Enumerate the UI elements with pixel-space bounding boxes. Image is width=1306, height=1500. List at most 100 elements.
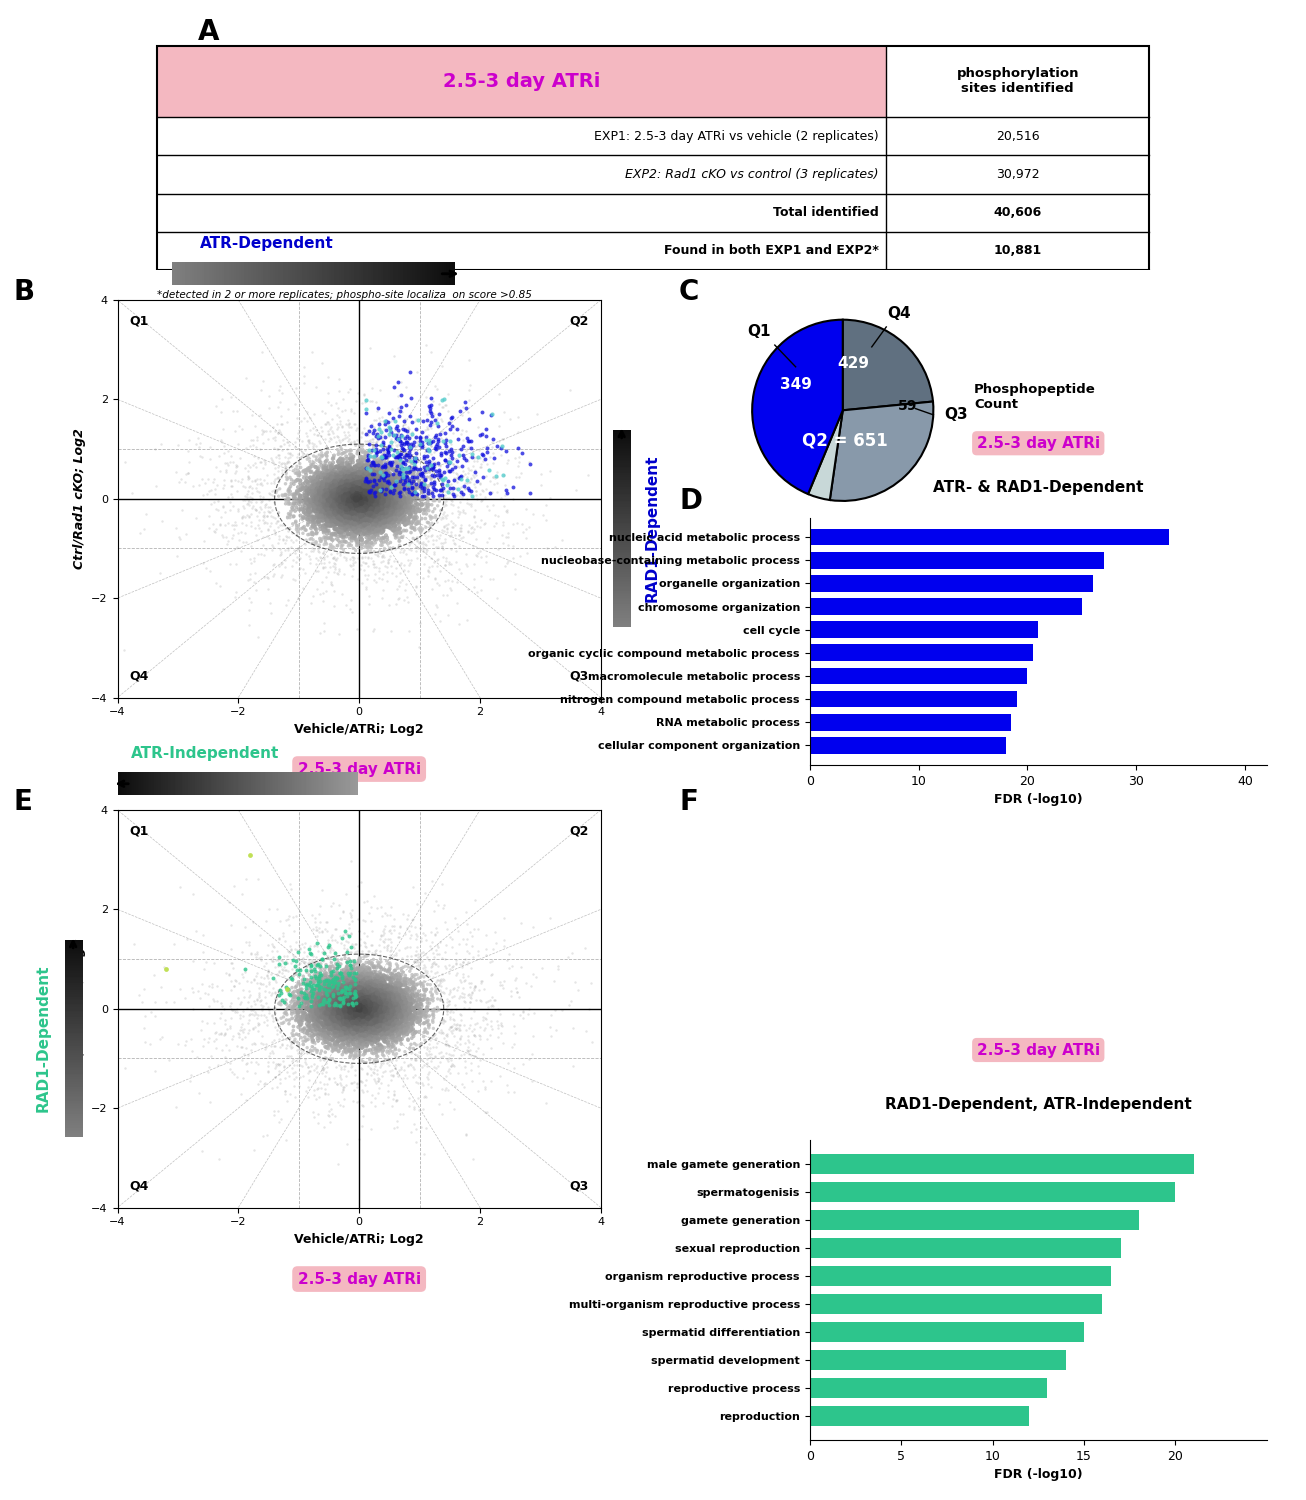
Point xyxy=(376,472,397,496)
Point xyxy=(294,500,315,523)
Point xyxy=(363,492,384,516)
Point xyxy=(346,507,367,531)
Point xyxy=(370,378,390,402)
Point xyxy=(333,490,354,514)
Point xyxy=(390,1020,411,1044)
Point xyxy=(379,1017,400,1041)
Point xyxy=(340,963,360,987)
Point xyxy=(404,998,424,1022)
Point xyxy=(341,904,362,928)
Point xyxy=(380,987,401,1011)
Point xyxy=(345,538,366,562)
Point xyxy=(387,956,407,980)
Point xyxy=(332,448,353,472)
Point xyxy=(324,998,345,1022)
Point xyxy=(390,476,411,500)
Point xyxy=(340,986,360,1010)
Point xyxy=(445,940,466,964)
Point xyxy=(223,518,244,542)
Point xyxy=(379,456,400,480)
Point xyxy=(325,454,346,478)
Point xyxy=(345,478,366,502)
Point xyxy=(431,410,452,434)
Point xyxy=(310,1017,330,1041)
Point xyxy=(381,1007,402,1031)
Point xyxy=(266,466,287,490)
Point xyxy=(474,1077,495,1101)
Point xyxy=(326,424,347,448)
Point xyxy=(360,486,381,510)
Point xyxy=(342,1005,363,1029)
Point xyxy=(396,990,417,1014)
Point xyxy=(253,954,274,978)
Point xyxy=(366,478,387,502)
Point xyxy=(321,1004,342,1028)
Point xyxy=(330,494,351,517)
Point xyxy=(332,994,353,1018)
Point xyxy=(503,546,524,570)
Point xyxy=(320,494,341,517)
Point xyxy=(375,495,396,519)
Point xyxy=(343,482,364,506)
Point xyxy=(342,494,363,517)
Point xyxy=(390,384,411,408)
Point xyxy=(367,1004,388,1028)
Point xyxy=(238,1008,259,1032)
Point xyxy=(419,450,440,474)
Point xyxy=(364,513,385,537)
Point xyxy=(347,460,368,484)
Point xyxy=(326,987,347,1011)
Point xyxy=(358,518,379,542)
Point xyxy=(438,480,458,504)
Point xyxy=(300,591,321,615)
Point xyxy=(346,990,367,1014)
Point xyxy=(324,518,345,542)
Point xyxy=(291,410,312,434)
Point xyxy=(341,1071,362,1095)
Point xyxy=(461,1052,482,1076)
Point xyxy=(323,480,343,504)
Point xyxy=(360,1000,381,1024)
Point xyxy=(294,506,315,530)
Point xyxy=(349,501,370,525)
Point xyxy=(330,524,351,548)
Point xyxy=(312,464,333,488)
Point xyxy=(346,388,367,412)
Point xyxy=(407,966,428,990)
Point xyxy=(291,990,312,1014)
Point xyxy=(351,993,372,1017)
Point xyxy=(304,488,325,512)
Point xyxy=(388,969,409,993)
Point xyxy=(414,458,435,482)
Point xyxy=(256,419,277,442)
Point xyxy=(291,429,312,453)
Point xyxy=(355,388,376,412)
Point xyxy=(346,1017,367,1041)
Point xyxy=(347,507,368,531)
Point xyxy=(197,982,218,1006)
Point xyxy=(487,1013,508,1036)
Point xyxy=(358,980,379,1004)
Point xyxy=(413,940,434,964)
Point xyxy=(298,1019,319,1042)
Point xyxy=(312,542,333,566)
Point xyxy=(333,474,354,498)
Point xyxy=(287,458,308,482)
Point xyxy=(406,988,427,1012)
Point xyxy=(192,466,213,490)
Point xyxy=(340,464,360,488)
Point xyxy=(336,548,357,572)
Point xyxy=(325,972,346,996)
Point xyxy=(355,988,376,1012)
Point xyxy=(431,394,452,418)
Point xyxy=(204,951,225,975)
Point xyxy=(440,1089,461,1113)
Point xyxy=(326,999,347,1023)
Point xyxy=(296,976,317,1000)
Point xyxy=(332,494,353,517)
Point xyxy=(461,986,482,1010)
Point xyxy=(332,999,353,1023)
Point xyxy=(324,994,345,1018)
Point xyxy=(409,459,430,483)
Point xyxy=(342,990,363,1014)
